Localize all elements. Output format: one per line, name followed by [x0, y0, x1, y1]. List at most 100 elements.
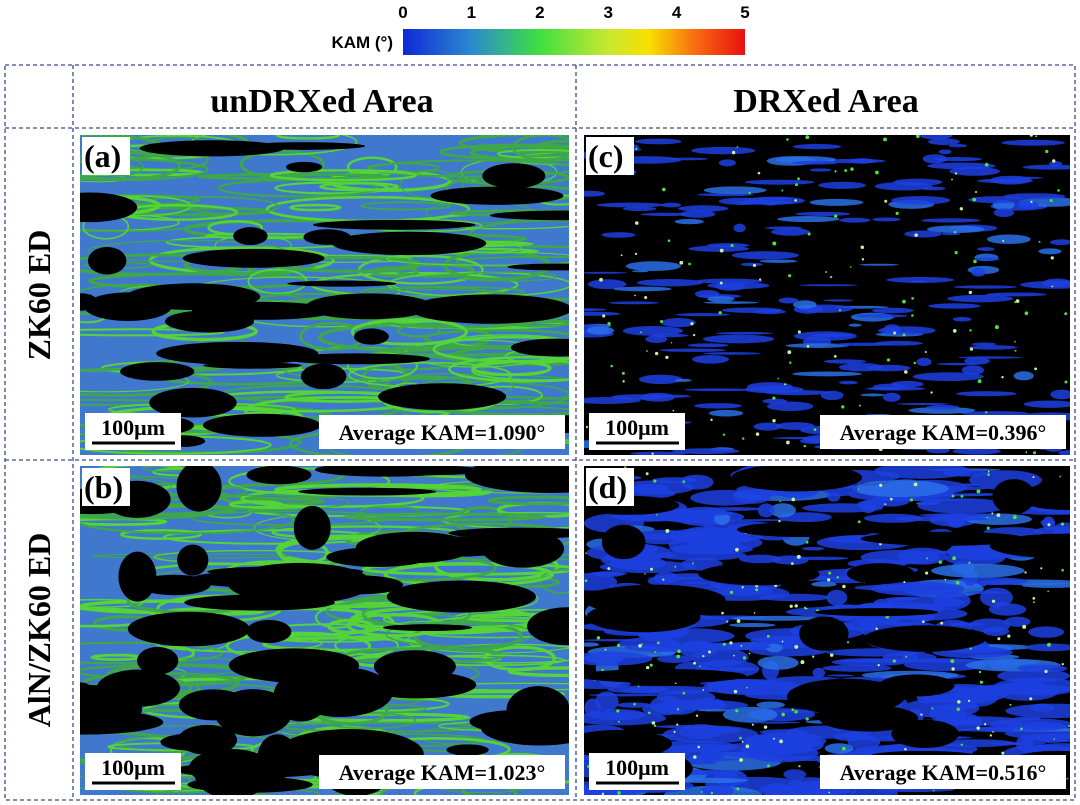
speckle [991, 599, 996, 603]
grain-boundary [288, 203, 342, 212]
speckle [1047, 642, 1051, 647]
recrystallized-grain [871, 581, 965, 596]
speckle [954, 251, 958, 255]
average-box [820, 755, 1066, 789]
speckle [699, 665, 702, 668]
void [731, 466, 863, 492]
grain-boundary [360, 201, 452, 211]
speckle [1024, 311, 1029, 316]
scale-bar-label: 100μm [605, 415, 669, 440]
speckle [656, 513, 658, 516]
recrystallized-grain [928, 303, 981, 309]
speckle [620, 254, 623, 257]
grain-boundary [454, 271, 558, 282]
recrystallized-grain [792, 143, 842, 150]
recrystallized-grain [968, 196, 1026, 204]
recrystallized-grain [680, 210, 716, 218]
grain-boundary [334, 635, 399, 656]
recrystallized-grain [823, 359, 867, 364]
speckle [796, 554, 801, 559]
recrystallized-grain [890, 380, 924, 388]
speckle [849, 266, 852, 268]
grain-boundary [359, 285, 526, 298]
grain-boundary [80, 598, 144, 608]
recrystallized-grain [759, 259, 798, 263]
speckle [969, 647, 972, 650]
recrystallized-grain [692, 354, 729, 364]
speckle [800, 660, 805, 665]
speckle [672, 409, 675, 412]
recrystallized-grain [757, 503, 775, 518]
speckle [662, 578, 665, 581]
panel-label: (d) [588, 469, 627, 505]
recrystallized-grain [731, 615, 825, 621]
speckle [697, 745, 701, 749]
recrystallized-grain [896, 402, 950, 406]
recrystallized-grain [917, 498, 1009, 514]
speckle [922, 620, 925, 623]
speckle [1053, 738, 1056, 740]
average-box [319, 755, 565, 789]
speckle [772, 396, 776, 400]
void [173, 762, 333, 778]
row-header: ZK60 ED [21, 230, 57, 361]
recrystallized-grain [922, 154, 948, 164]
grain-boundary [190, 510, 390, 527]
speckle [637, 685, 640, 688]
speckle [813, 428, 817, 431]
scale-bar-label: 100μm [605, 755, 669, 780]
grain-boundary [228, 500, 284, 509]
recrystallized-grain [822, 664, 892, 672]
recrystallized-grain [716, 331, 773, 335]
recrystallized-grain [708, 409, 744, 417]
speckle [951, 494, 955, 498]
recrystallized-grain [759, 784, 784, 795]
recrystallized-grain [584, 311, 621, 316]
recrystallized-grain [863, 513, 923, 523]
speckle [719, 281, 723, 285]
speckle [790, 562, 794, 565]
recrystallized-grain [1042, 278, 1070, 288]
speckle [662, 187, 666, 192]
recrystallized-grain [584, 190, 605, 197]
recrystallized-grain [622, 325, 684, 336]
speckle [784, 383, 787, 386]
recrystallized-grain [809, 168, 832, 172]
scale-bar-label: 100μm [101, 755, 165, 780]
speckle [638, 644, 642, 648]
speckle [812, 655, 815, 658]
speckle [791, 708, 795, 712]
grain-boundary [80, 328, 225, 337]
speckle [779, 500, 782, 503]
recrystallized-grain [728, 623, 776, 628]
speckle [904, 747, 907, 751]
void [586, 601, 701, 633]
recrystallized-grain [667, 510, 735, 516]
recrystallized-grain [740, 262, 763, 267]
void [137, 646, 179, 675]
speckle [903, 581, 906, 584]
speckle [736, 146, 739, 148]
recrystallized-grain [1021, 583, 1070, 588]
speckle [676, 654, 681, 659]
speckle [607, 567, 611, 571]
speckle [772, 241, 777, 246]
speckle [960, 494, 964, 498]
recrystallized-grain [695, 278, 763, 284]
speckle [651, 452, 654, 455]
speckle [596, 636, 601, 640]
speckle [682, 480, 686, 483]
void [190, 571, 304, 588]
recrystallized-grain [971, 267, 986, 277]
recrystallized-grain [662, 725, 759, 744]
void [409, 294, 569, 324]
speckle [842, 584, 846, 589]
speckle [682, 691, 686, 695]
recrystallized-grain [1022, 733, 1070, 742]
recrystallized-grain [799, 284, 858, 287]
recrystallized-grain [940, 692, 981, 702]
recrystallized-grain [838, 362, 884, 372]
recrystallized-grain [704, 507, 764, 511]
speckle [1059, 475, 1062, 478]
speckle [886, 358, 891, 362]
